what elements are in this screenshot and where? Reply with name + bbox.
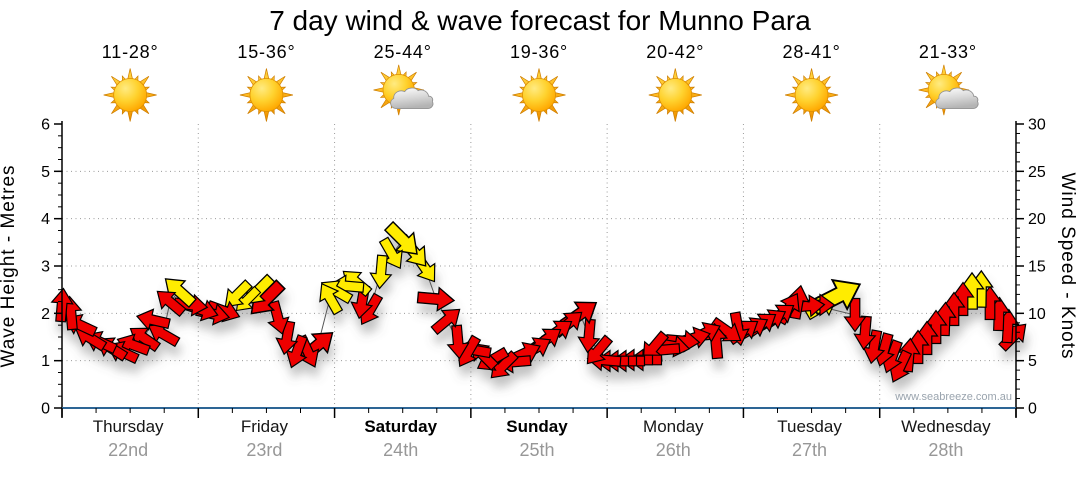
svg-text:0: 0 bbox=[1028, 401, 1037, 418]
svg-text:24th: 24th bbox=[383, 440, 418, 460]
svg-text:Thursday: Thursday bbox=[93, 417, 164, 436]
svg-text:25: 25 bbox=[1028, 164, 1046, 181]
svg-text:www.seabreeze.com.au: www.seabreeze.com.au bbox=[894, 391, 1012, 403]
svg-text:10: 10 bbox=[1028, 306, 1046, 323]
svg-text:27th: 27th bbox=[792, 440, 827, 460]
svg-text:6: 6 bbox=[41, 117, 50, 134]
svg-text:30: 30 bbox=[1028, 117, 1046, 134]
svg-text:Wind Speed - Knots: Wind Speed - Knots bbox=[1057, 173, 1078, 360]
svg-text:25-44°: 25-44° bbox=[374, 42, 432, 62]
svg-text:5: 5 bbox=[41, 164, 50, 181]
svg-text:1: 1 bbox=[41, 353, 50, 370]
svg-text:20-42°: 20-42° bbox=[646, 42, 704, 62]
svg-text:Wave Height - Metres: Wave Height - Metres bbox=[0, 164, 19, 367]
svg-text:11-28°: 11-28° bbox=[102, 42, 159, 62]
svg-text:15-36°: 15-36° bbox=[237, 42, 295, 62]
svg-text:28th: 28th bbox=[928, 440, 963, 460]
svg-text:2: 2 bbox=[41, 306, 50, 323]
svg-text:21-33°: 21-33° bbox=[919, 42, 977, 62]
svg-text:3: 3 bbox=[41, 259, 50, 276]
svg-text:25th: 25th bbox=[519, 440, 554, 460]
svg-text:Sunday: Sunday bbox=[506, 417, 568, 436]
svg-text:20: 20 bbox=[1028, 211, 1046, 228]
svg-text:Saturday: Saturday bbox=[364, 417, 437, 436]
svg-text:Wednesday: Wednesday bbox=[901, 417, 991, 436]
svg-text:15: 15 bbox=[1028, 259, 1046, 276]
svg-text:19-36°: 19-36° bbox=[510, 42, 568, 62]
svg-text:28-41°: 28-41° bbox=[783, 42, 841, 62]
svg-text:Friday: Friday bbox=[241, 417, 289, 436]
svg-text:23rd: 23rd bbox=[246, 440, 282, 460]
svg-text:26th: 26th bbox=[656, 440, 691, 460]
svg-text:4: 4 bbox=[41, 211, 50, 228]
svg-text:7 day wind & wave forecast for: 7 day wind & wave forecast for Munno Par… bbox=[269, 5, 811, 36]
svg-text:5: 5 bbox=[1028, 353, 1037, 370]
svg-text:0: 0 bbox=[41, 401, 50, 418]
svg-text:Tuesday: Tuesday bbox=[777, 417, 842, 436]
svg-text:Monday: Monday bbox=[643, 417, 704, 436]
svg-text:22nd: 22nd bbox=[108, 440, 148, 460]
